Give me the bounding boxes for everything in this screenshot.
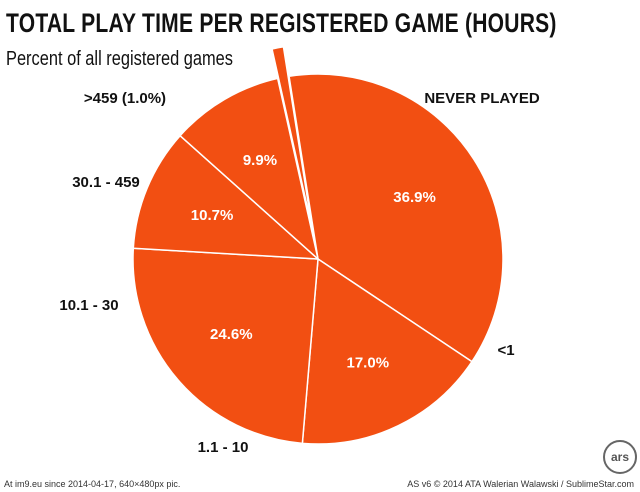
footer-right-text: AS v6 © 2014 ATA Walerian Walawski / Sub… [407,479,634,489]
slice-value-never-played: 36.9% [393,189,436,206]
slice-value-30-1-459: 9.9% [243,152,277,169]
footer-left-text: At im9.eu since 2014-04-17, 640×480px pi… [4,479,181,489]
slice-value-1: 17.0% [347,354,390,371]
footer: At im9.eu since 2014-04-17, 640×480px pi… [0,476,640,492]
chart-title: TOTAL PLAY TIME PER REGISTERED GAME (HOU… [6,8,557,38]
slice-label-459-1-0: >459 (1.0%) [84,90,166,107]
slice-value-1-1-10: 24.6% [210,326,253,343]
pie-slice-10-1-30 [132,134,319,260]
chart-subtitle: Percent of all registered games [6,48,233,70]
pie-slice-459-1-0 [271,46,314,231]
ars-logo: ars [603,440,637,474]
pie-slice-30-1-459 [179,77,319,260]
slice-label-never-played: NEVER PLAYED [424,90,539,107]
slice-label-1: <1 [497,342,514,359]
pie-slice-never-played [288,73,504,363]
slice-value-10-1-30: 10.7% [191,207,234,224]
slice-label-10-1-30: 10.1 - 30 [59,297,118,314]
slice-label-30-1-459: 30.1 - 459 [72,174,140,191]
pie-slice-1 [301,258,473,445]
slice-label-1-1-10: 1.1 - 10 [198,439,249,456]
pie-slice-1-1-10 [132,247,319,445]
